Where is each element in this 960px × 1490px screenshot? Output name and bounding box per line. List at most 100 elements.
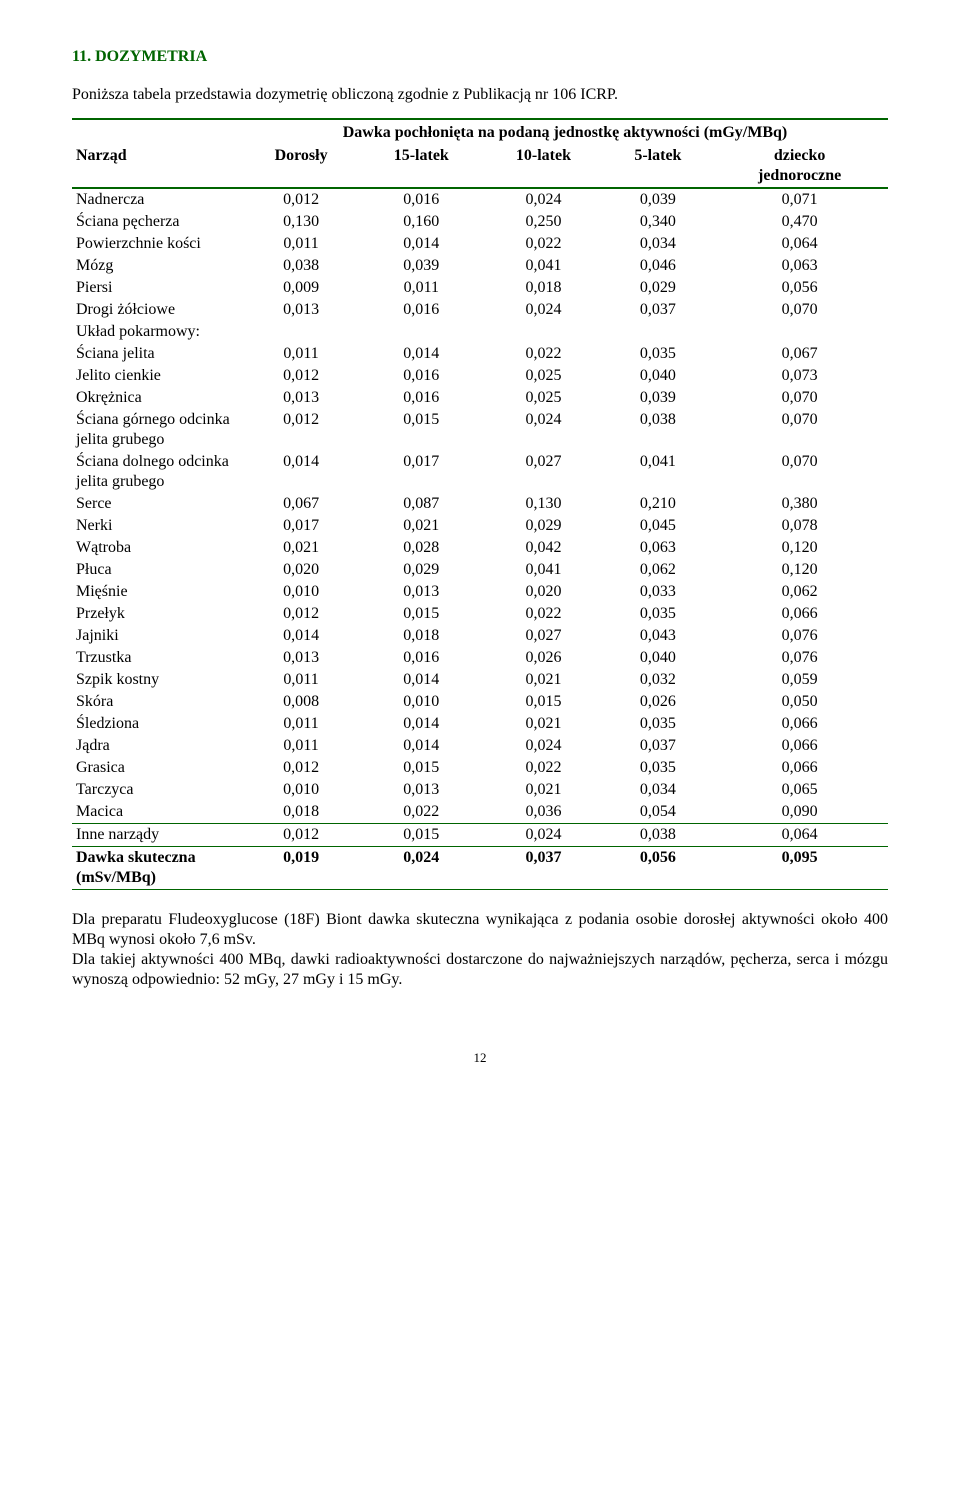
row-label: Tarczyca [72, 779, 242, 801]
row-label: Mięśnie [72, 581, 242, 603]
cell-value: 0,014 [360, 713, 482, 735]
cell-value: 0,037 [605, 299, 712, 321]
column-header: 5-latek [605, 145, 712, 188]
row-label: Drogi żółciowe [72, 299, 242, 321]
cell-value: 0,018 [482, 277, 604, 299]
cell-value: 0,037 [605, 735, 712, 757]
cell-value: 0,026 [482, 647, 604, 669]
cell-value: 0,012 [242, 757, 360, 779]
cell-value: 0,090 [711, 801, 888, 824]
cell-value: 0,012 [242, 188, 360, 211]
cell-value: 0,016 [360, 387, 482, 409]
row-label: Jądra [72, 735, 242, 757]
row-label: Nadnercza [72, 188, 242, 211]
cell-value: 0,063 [711, 255, 888, 277]
cell-value: 0,039 [605, 387, 712, 409]
summary-value: 0,037 [482, 847, 604, 890]
cell-value: 0,013 [242, 387, 360, 409]
dosimetry-table: Dawka pochłonięta na podaną jednostkę ak… [72, 118, 888, 890]
cell-value: 0,470 [711, 211, 888, 233]
row-label: Macica [72, 801, 242, 824]
cell-value: 0,032 [605, 669, 712, 691]
summary-value: 0,095 [711, 847, 888, 890]
row-label: Inne narządy [72, 824, 242, 847]
cell-value: 0,011 [242, 233, 360, 255]
cell-value: 0,078 [711, 515, 888, 537]
cell-value: 0,012 [242, 603, 360, 625]
cell-value: 0,029 [605, 277, 712, 299]
column-header: 15-latek [360, 145, 482, 188]
cell-value: 0,021 [360, 515, 482, 537]
cell-value: 0,120 [711, 537, 888, 559]
column-header: Dorosły [242, 145, 360, 188]
table-row: Drogi żółciowe0,0130,0160,0240,0370,070 [72, 299, 888, 321]
summary-value: 0,019 [242, 847, 360, 890]
cell-value: 0,014 [360, 735, 482, 757]
cell-value: 0,045 [605, 515, 712, 537]
cell-value: 0,041 [482, 255, 604, 277]
cell-value: 0,010 [360, 691, 482, 713]
footer-paragraphs: Dla preparatu Fludeoxyglucose (18F) Bion… [72, 910, 888, 990]
cell-value: 0,041 [482, 559, 604, 581]
cell-value: 0,250 [482, 211, 604, 233]
cell-value: 0,034 [605, 779, 712, 801]
table-row: Wątroba0,0210,0280,0420,0630,120 [72, 537, 888, 559]
cell-value: 0,050 [711, 691, 888, 713]
cell-value: 0,070 [711, 451, 888, 493]
cell-value: 0,120 [711, 559, 888, 581]
cell-value: 0,160 [360, 211, 482, 233]
cell-value: 0,028 [360, 537, 482, 559]
cell-value: 0,035 [605, 343, 712, 365]
cell-value: 0,011 [360, 277, 482, 299]
cell-value: 0,024 [482, 735, 604, 757]
cell-value: 0,024 [482, 409, 604, 451]
cell-value: 0,011 [242, 343, 360, 365]
cell-value: 0,025 [482, 387, 604, 409]
table-row: Układ pokarmowy: [72, 321, 888, 343]
table-row: Inne narządy0,0120,0150,0240,0380,064 [72, 824, 888, 847]
table-row: Jelito cienkie0,0120,0160,0250,0400,073 [72, 365, 888, 387]
cell-value: 0,039 [360, 255, 482, 277]
cell-value: 0,071 [711, 188, 888, 211]
table-row: Jajniki0,0140,0180,0270,0430,076 [72, 625, 888, 647]
cell-value [242, 321, 360, 343]
cell-value: 0,064 [711, 824, 888, 847]
cell-value: 0,017 [242, 515, 360, 537]
row-label: Nerki [72, 515, 242, 537]
row-label: Ściana pęcherza [72, 211, 242, 233]
cell-value: 0,039 [605, 188, 712, 211]
cell-value [482, 321, 604, 343]
cell-value: 0,036 [482, 801, 604, 824]
cell-value: 0,340 [605, 211, 712, 233]
cell-value: 0,024 [482, 824, 604, 847]
summary-value: 0,024 [360, 847, 482, 890]
cell-value: 0,015 [360, 603, 482, 625]
cell-value: 0,014 [360, 669, 482, 691]
row-label: Jelito cienkie [72, 365, 242, 387]
table-row: Nerki0,0170,0210,0290,0450,078 [72, 515, 888, 537]
cell-value: 0,029 [482, 515, 604, 537]
table-row: Nadnercza0,0120,0160,0240,0390,071 [72, 188, 888, 211]
summary-label: Dawka skuteczna (mSv/MBq) [72, 847, 242, 890]
cell-value: 0,033 [605, 581, 712, 603]
cell-value: 0,011 [242, 669, 360, 691]
table-row: Mięśnie0,0100,0130,0200,0330,062 [72, 581, 888, 603]
row-label: Układ pokarmowy: [72, 321, 242, 343]
cell-value: 0,210 [605, 493, 712, 515]
cell-value: 0,015 [360, 409, 482, 451]
cell-value: 0,040 [605, 647, 712, 669]
cell-value: 0,064 [711, 233, 888, 255]
row-label: Jajniki [72, 625, 242, 647]
table-superheader: Dawka pochłonięta na podaną jednostkę ak… [242, 119, 888, 145]
cell-value: 0,067 [242, 493, 360, 515]
table-row: Ściana pęcherza0,1300,1600,2500,3400,470 [72, 211, 888, 233]
cell-value: 0,018 [242, 801, 360, 824]
row-label: Ściana dolnego odcinka jelita grubego [72, 451, 242, 493]
cell-value: 0,065 [711, 779, 888, 801]
row-label: Piersi [72, 277, 242, 299]
cell-value: 0,035 [605, 757, 712, 779]
row-label: Szpik kostny [72, 669, 242, 691]
cell-value: 0,026 [605, 691, 712, 713]
table-row: Skóra0,0080,0100,0150,0260,050 [72, 691, 888, 713]
cell-value: 0,070 [711, 299, 888, 321]
